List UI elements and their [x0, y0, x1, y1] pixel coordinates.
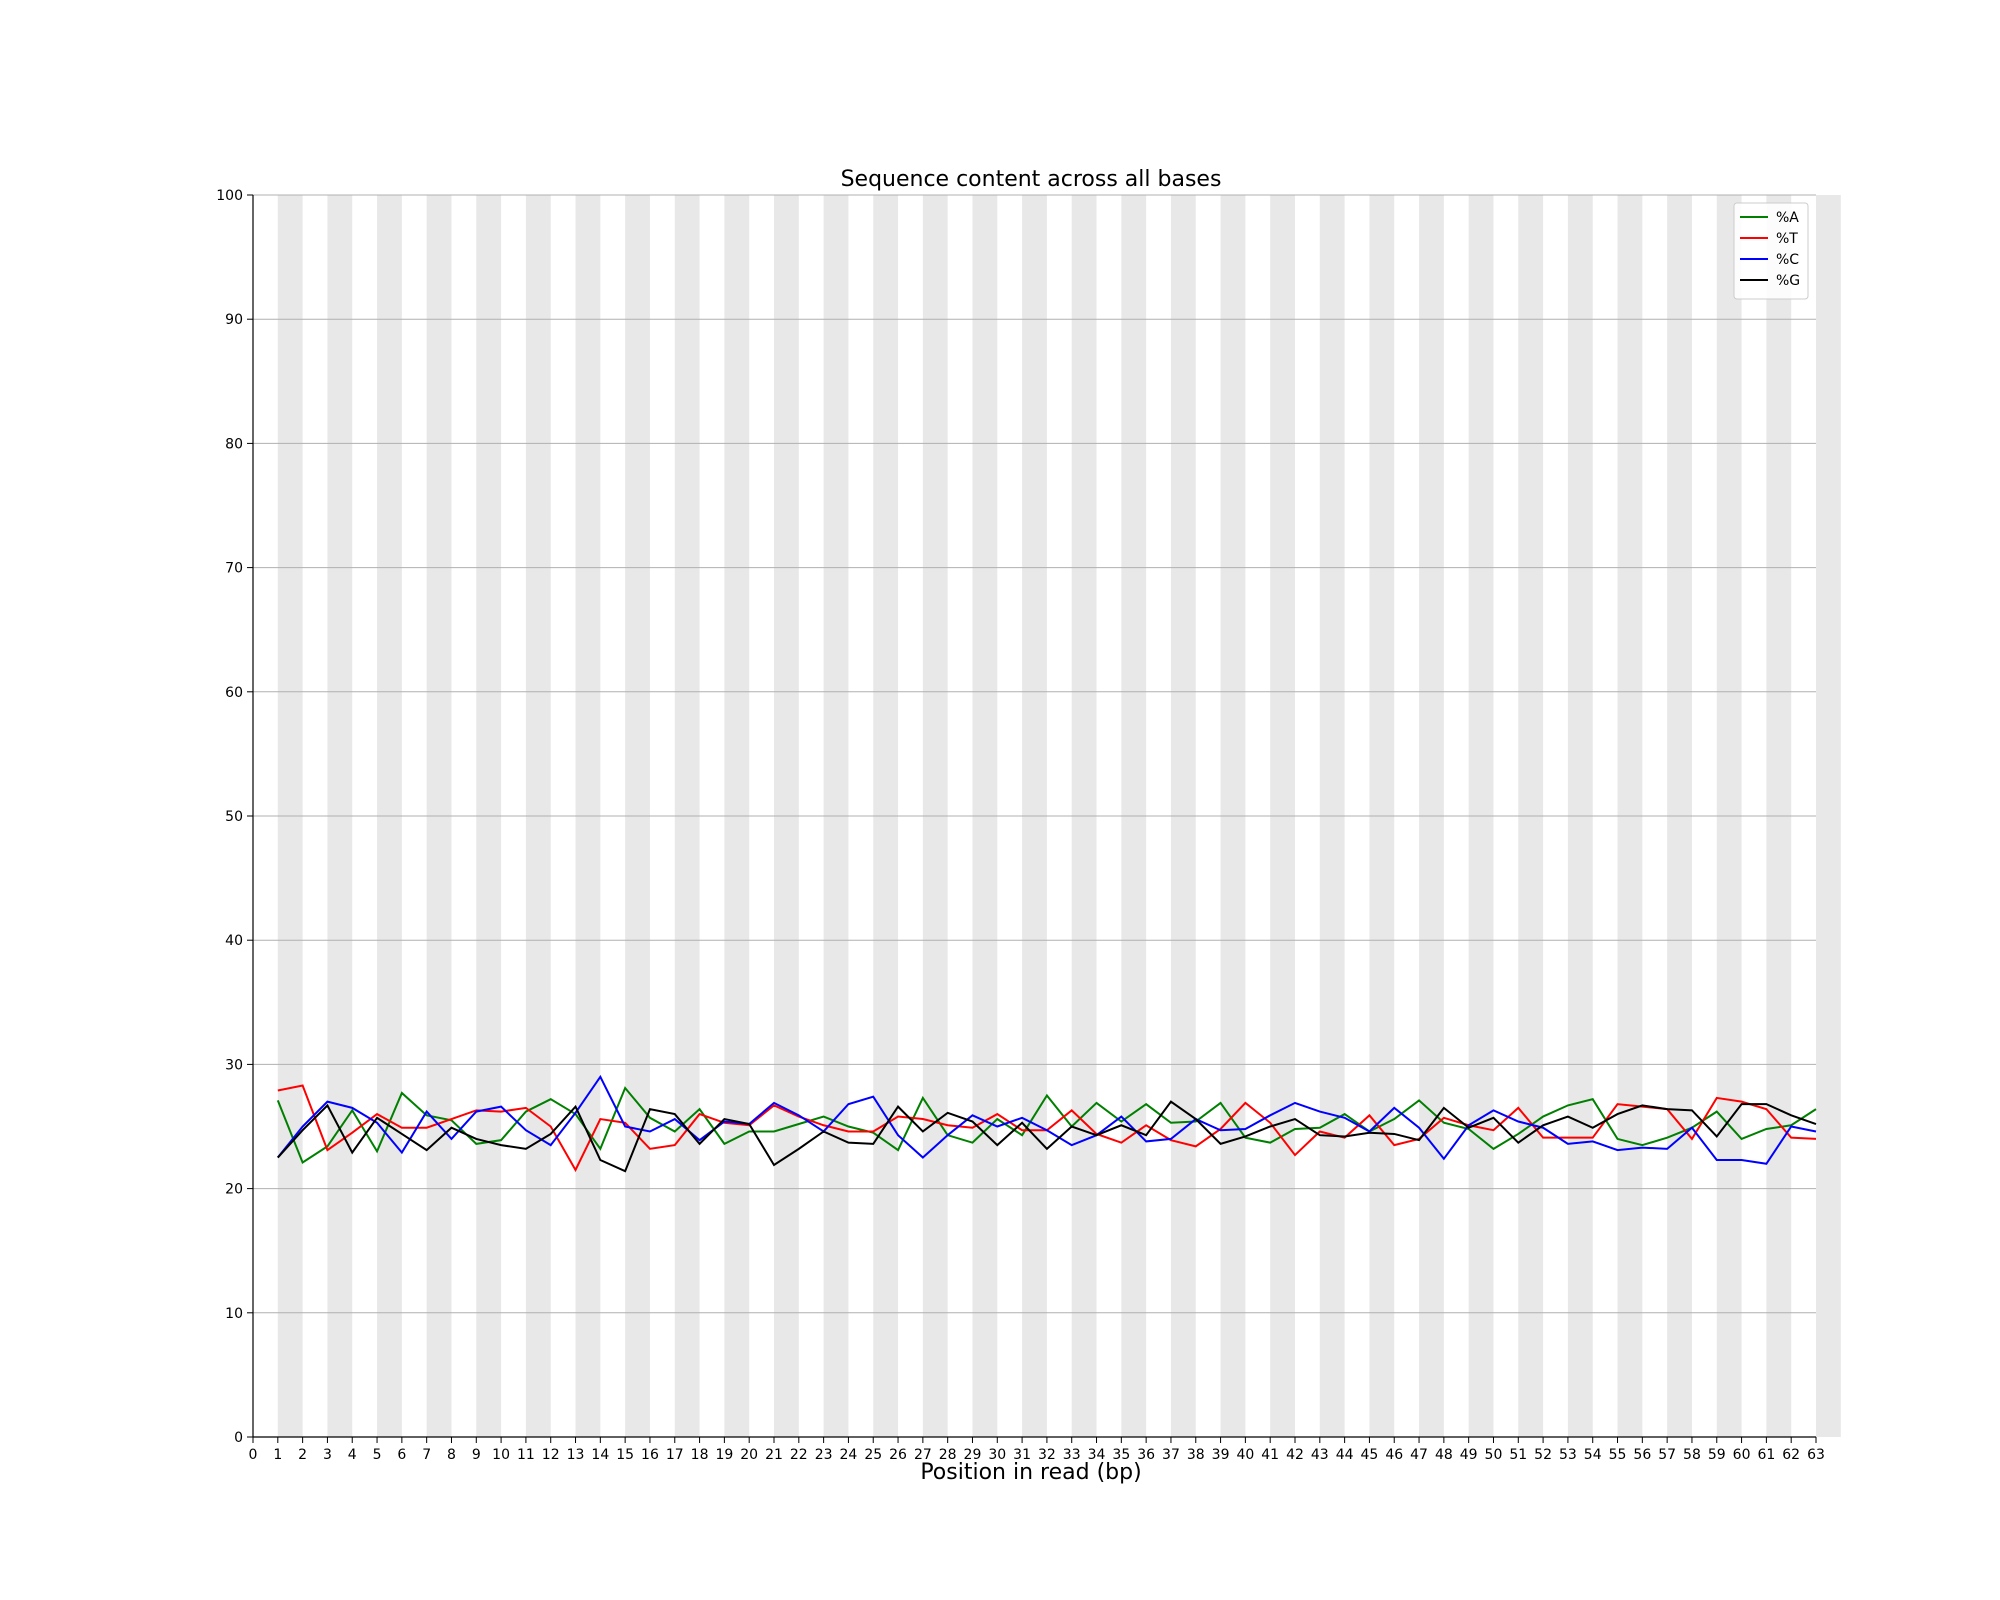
series-line-pct-C [277, 1074, 1817, 1165]
x-tick-label-35: 35 [1112, 1447, 1130, 1463]
x-tick-label-27: 27 [914, 1447, 932, 1463]
y-tick-label-10: 10 [225, 1306, 243, 1322]
y-tick-label-0: 0 [234, 1430, 243, 1446]
x-tick-label-60: 60 [1733, 1447, 1751, 1463]
legend-label-pct-C: %C [1776, 252, 1799, 268]
x-tick-label-5: 5 [373, 1447, 382, 1463]
y-tick-label-80: 80 [225, 436, 243, 452]
x-tick-label-11: 11 [517, 1447, 535, 1463]
x-tick-label-9: 9 [472, 1447, 481, 1463]
x-tick-label-53: 53 [1559, 1447, 1577, 1463]
x-tick-label-0: 0 [249, 1447, 258, 1463]
x-tick-label-24: 24 [840, 1447, 858, 1463]
x-tick-label-23: 23 [815, 1447, 833, 1463]
y-tick-label-50: 50 [225, 809, 243, 825]
series-lines [276, 1074, 1817, 1173]
x-tick-label-48: 48 [1435, 1447, 1453, 1463]
series-line-pct-G [277, 1100, 1817, 1173]
x-tick-label-29: 29 [964, 1447, 982, 1463]
x-tick-label-34: 34 [1088, 1447, 1106, 1463]
x-tick-label-39: 39 [1212, 1447, 1230, 1463]
x-tick-label-62: 62 [1782, 1447, 1800, 1463]
y-tick-label-70: 70 [225, 561, 243, 577]
series-line-pct-A [276, 1086, 1817, 1165]
y-tick-label-20: 20 [225, 1182, 243, 1198]
x-tick-label-54: 54 [1584, 1447, 1602, 1463]
legend-label-pct-G: %G [1776, 273, 1800, 289]
x-tick-label-26: 26 [889, 1447, 907, 1463]
y-tick-label-60: 60 [225, 685, 243, 701]
x-tick-label-31: 31 [1013, 1447, 1031, 1463]
x-tick-label-46: 46 [1385, 1447, 1403, 1463]
x-tick-label-33: 33 [1063, 1447, 1081, 1463]
x-tick-label-8: 8 [447, 1447, 456, 1463]
x-tick-label-38: 38 [1187, 1447, 1205, 1463]
x-tick-label-22: 22 [790, 1447, 808, 1463]
x-tick-label-20: 20 [740, 1447, 758, 1463]
x-tick-label-30: 30 [988, 1447, 1006, 1463]
x-tick-label-55: 55 [1609, 1447, 1627, 1463]
legend-box [1733, 202, 1809, 300]
band-63 [1816, 195, 1841, 1437]
x-tick-label-3: 3 [323, 1447, 332, 1463]
x-tick-label-37: 37 [1162, 1447, 1180, 1463]
legend-label-pct-A: %A [1776, 210, 1799, 226]
x-tick-label-7: 7 [422, 1447, 431, 1463]
chart-title: Sequence content across all bases [841, 167, 1222, 192]
x-tick-label-15: 15 [616, 1447, 634, 1463]
x-tick-labels: 0 1 2 3 4 5 6 7 8 9 10 11 12 13 14 15 16 17 18 19 20 21 22 23 24… [249, 1437, 1825, 1463]
x-tick-label-44: 44 [1336, 1447, 1354, 1463]
x-tick-label-56: 56 [1633, 1447, 1651, 1463]
x-tick-label-1: 1 [273, 1447, 282, 1463]
x-tick-label-63: 63 [1807, 1447, 1825, 1463]
x-tick-label-6: 6 [397, 1447, 406, 1463]
x-tick-label-25: 25 [864, 1447, 882, 1463]
x-tick-label-47: 47 [1410, 1447, 1428, 1463]
x-tick-label-57: 57 [1658, 1447, 1676, 1463]
x-tick-label-4: 4 [348, 1447, 357, 1463]
x-tick-label-58: 58 [1683, 1447, 1701, 1463]
y-tick-label-100: 100 [216, 188, 243, 204]
x-tick-label-49: 49 [1460, 1447, 1478, 1463]
x-tick-label-32: 32 [1038, 1447, 1056, 1463]
x-tick-label-61: 61 [1757, 1447, 1775, 1463]
y-tick-label-40: 40 [225, 933, 243, 949]
x-tick-label-2: 2 [298, 1447, 307, 1463]
x-tick-label-43: 43 [1311, 1447, 1329, 1463]
legend: %A %T %C %G [1733, 202, 1809, 300]
x-tick-label-12: 12 [542, 1447, 560, 1463]
x-tick-label-59: 59 [1708, 1447, 1726, 1463]
y-tick-labels: 0 10 20 30 40 50 60 70 80 90 100 [216, 188, 253, 1446]
x-tick-label-50: 50 [1485, 1447, 1503, 1463]
x-tick-label-52: 52 [1534, 1447, 1552, 1463]
x-tick-label-10: 10 [492, 1447, 510, 1463]
x-tick-label-17: 17 [666, 1447, 684, 1463]
x-tick-label-36: 36 [1137, 1447, 1155, 1463]
x-tick-label-45: 45 [1361, 1447, 1379, 1463]
x-tick-label-28: 28 [939, 1447, 957, 1463]
x-tick-label-42: 42 [1286, 1447, 1304, 1463]
x-axis-label: Position in read (bp) [920, 1460, 1141, 1485]
y-tick-label-90: 90 [225, 312, 243, 328]
x-tick-label-13: 13 [567, 1447, 585, 1463]
x-tick-label-51: 51 [1509, 1447, 1527, 1463]
x-tick-label-18: 18 [691, 1447, 709, 1463]
x-tick-label-14: 14 [591, 1447, 609, 1463]
x-tick-label-40: 40 [1236, 1447, 1254, 1463]
x-tick-label-16: 16 [641, 1447, 659, 1463]
x-tick-label-41: 41 [1261, 1447, 1279, 1463]
y-tick-label-30: 30 [225, 1057, 243, 1073]
x-tick-label-19: 19 [715, 1447, 733, 1463]
x-tick-label-21: 21 [765, 1447, 783, 1463]
legend-label-pct-T: %T [1776, 231, 1798, 247]
